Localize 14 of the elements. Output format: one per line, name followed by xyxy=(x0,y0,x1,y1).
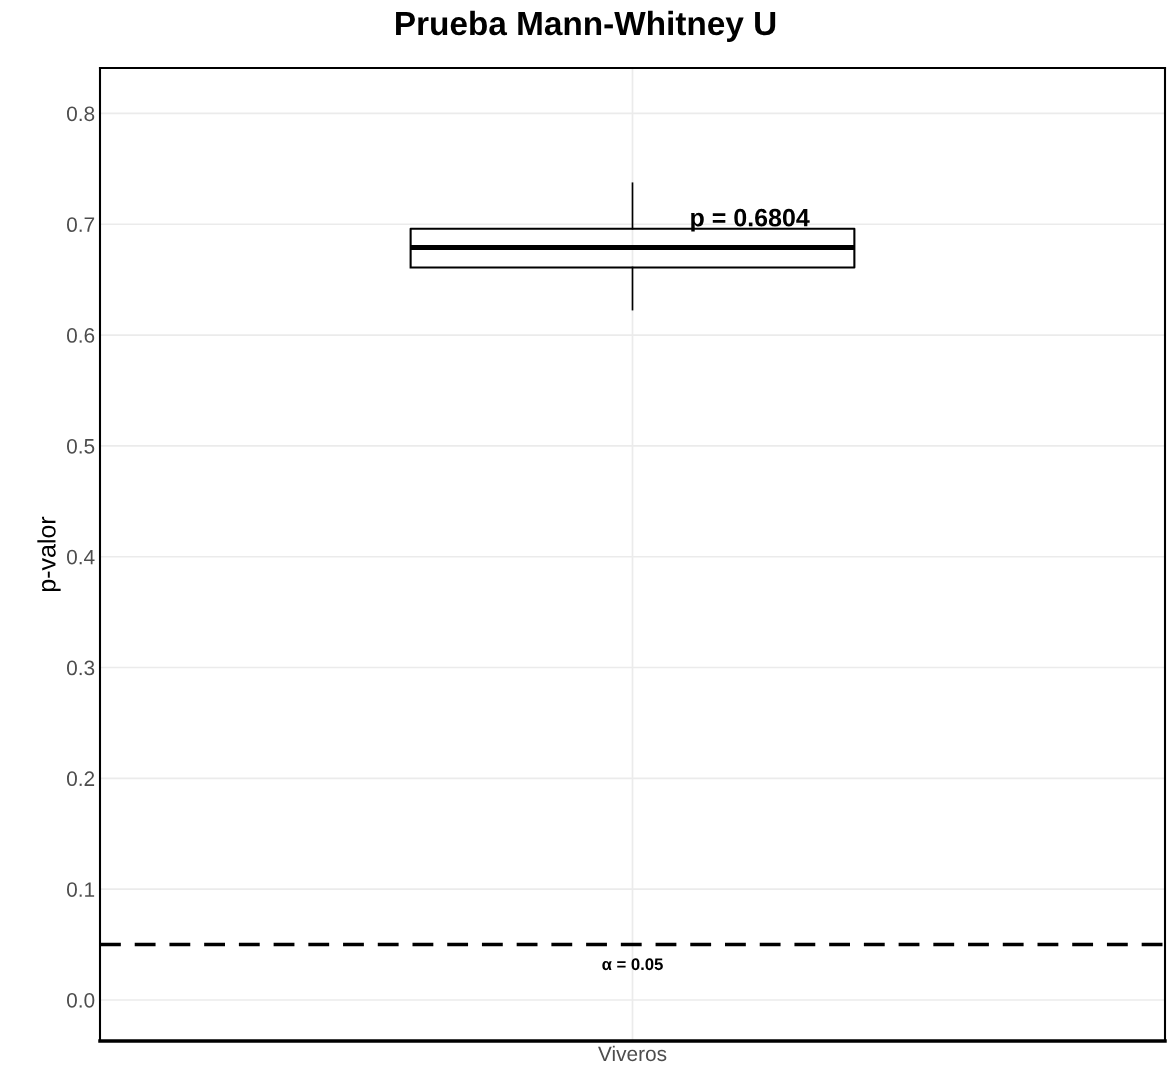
x-tick-label: Viveros xyxy=(598,1045,667,1062)
y-tick-label: 0.4 xyxy=(66,549,95,565)
y-tick-label: 0.2 xyxy=(66,771,95,787)
y-axis-title: p-valor xyxy=(37,516,61,592)
y-tick-label: 0.8 xyxy=(66,106,95,122)
y-tick-label: 0.5 xyxy=(66,438,95,454)
chart-title: Prueba Mann-Whitney U xyxy=(396,10,776,42)
y-tick-label: 0.3 xyxy=(66,660,95,676)
y-tick-label: 0.1 xyxy=(66,882,95,897)
y-tick-label: 0.7 xyxy=(66,217,95,233)
ref-line-label: α = 0.05 xyxy=(602,958,663,971)
y-tick-label: 0.0 xyxy=(66,993,95,1008)
y-tick-label: 0.6 xyxy=(66,328,95,343)
annotation: p = 0.6804 xyxy=(691,208,810,232)
